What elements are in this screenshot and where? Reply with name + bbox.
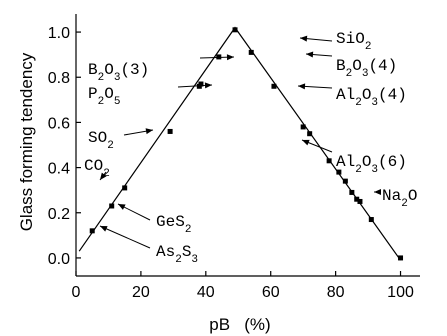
x-tick-label: 60 xyxy=(262,284,280,301)
y-tick-label: 0.6 xyxy=(48,115,70,132)
data-point xyxy=(271,84,276,89)
annotation: CO2 xyxy=(84,157,110,180)
annotation-label: As2S3 xyxy=(156,243,198,266)
annotation-arrowhead xyxy=(302,140,310,146)
data-point xyxy=(369,217,374,222)
annotation-arrowhead xyxy=(300,36,307,42)
annotation: Na2O xyxy=(374,187,417,210)
x-tick-label: 20 xyxy=(132,284,150,301)
annotation: P2O5 xyxy=(88,82,212,108)
data-point xyxy=(109,203,114,208)
annotation-arrowhead xyxy=(298,83,305,89)
data-point xyxy=(357,199,362,204)
annotation-label: SO2 xyxy=(88,129,114,152)
annotation-label: B2O3(3) xyxy=(88,61,149,84)
annotation-label: B2O3(4) xyxy=(336,57,397,80)
annotation-label: GeS2 xyxy=(156,213,191,236)
annotation-arrow xyxy=(100,226,150,248)
data-point xyxy=(398,255,403,260)
annotation-layer: SiO2 B2O3(4) B2O3(3)P2O5 Al2O3(4) SO2 Al2O3(6… xyxy=(84,30,417,266)
annotation-label: Al2O3(6) xyxy=(336,153,407,176)
annotation: SiO2 xyxy=(300,30,371,53)
annotation: Al2O3(6) xyxy=(302,140,407,176)
y-tick-label: 0.4 xyxy=(48,161,70,178)
y-axis-title: Glass forming tendency xyxy=(17,52,36,231)
y-tick-label: 1.0 xyxy=(48,25,70,42)
annotation-arrowhead xyxy=(306,52,313,58)
annotation-arrowhead xyxy=(146,128,153,134)
data-point xyxy=(301,124,306,129)
x-tick-label: 80 xyxy=(327,284,345,301)
annotation-label: Na2O xyxy=(382,187,417,210)
data-point xyxy=(122,185,127,190)
data-point xyxy=(233,27,238,32)
x-tick-label: 40 xyxy=(197,284,215,301)
annotation-arrowhead xyxy=(374,189,381,195)
annotation: GeS2 xyxy=(118,204,191,236)
y-tick-label: 0.8 xyxy=(48,70,70,87)
data-point xyxy=(90,228,95,233)
annotation: As2S3 xyxy=(100,226,198,266)
data-point xyxy=(327,158,332,163)
y-tick-label: 0.0 xyxy=(48,251,70,268)
annotation: SO2 xyxy=(88,128,153,152)
data-point xyxy=(343,179,348,184)
data-point xyxy=(249,50,254,55)
x-tick-label: 0 xyxy=(72,284,81,301)
data-point xyxy=(168,129,173,134)
annotation-arrowhead xyxy=(205,82,212,88)
data-point xyxy=(307,131,312,136)
annotation: B2O3(3) xyxy=(88,54,234,84)
annotation-label: P2O5 xyxy=(88,85,120,108)
annotation: Al2O3(4) xyxy=(298,83,407,109)
annotation: B2O3(4) xyxy=(306,52,397,80)
x-axis-title: pB (%) xyxy=(209,315,270,334)
annotation-label: SiO2 xyxy=(336,30,371,53)
x-tick-label: 100 xyxy=(387,284,414,301)
annotation-arrowhead xyxy=(227,54,234,60)
y-tick-label: 0.2 xyxy=(48,206,70,223)
data-point xyxy=(349,190,354,195)
annotation-label: Al2O3(4) xyxy=(336,86,407,109)
